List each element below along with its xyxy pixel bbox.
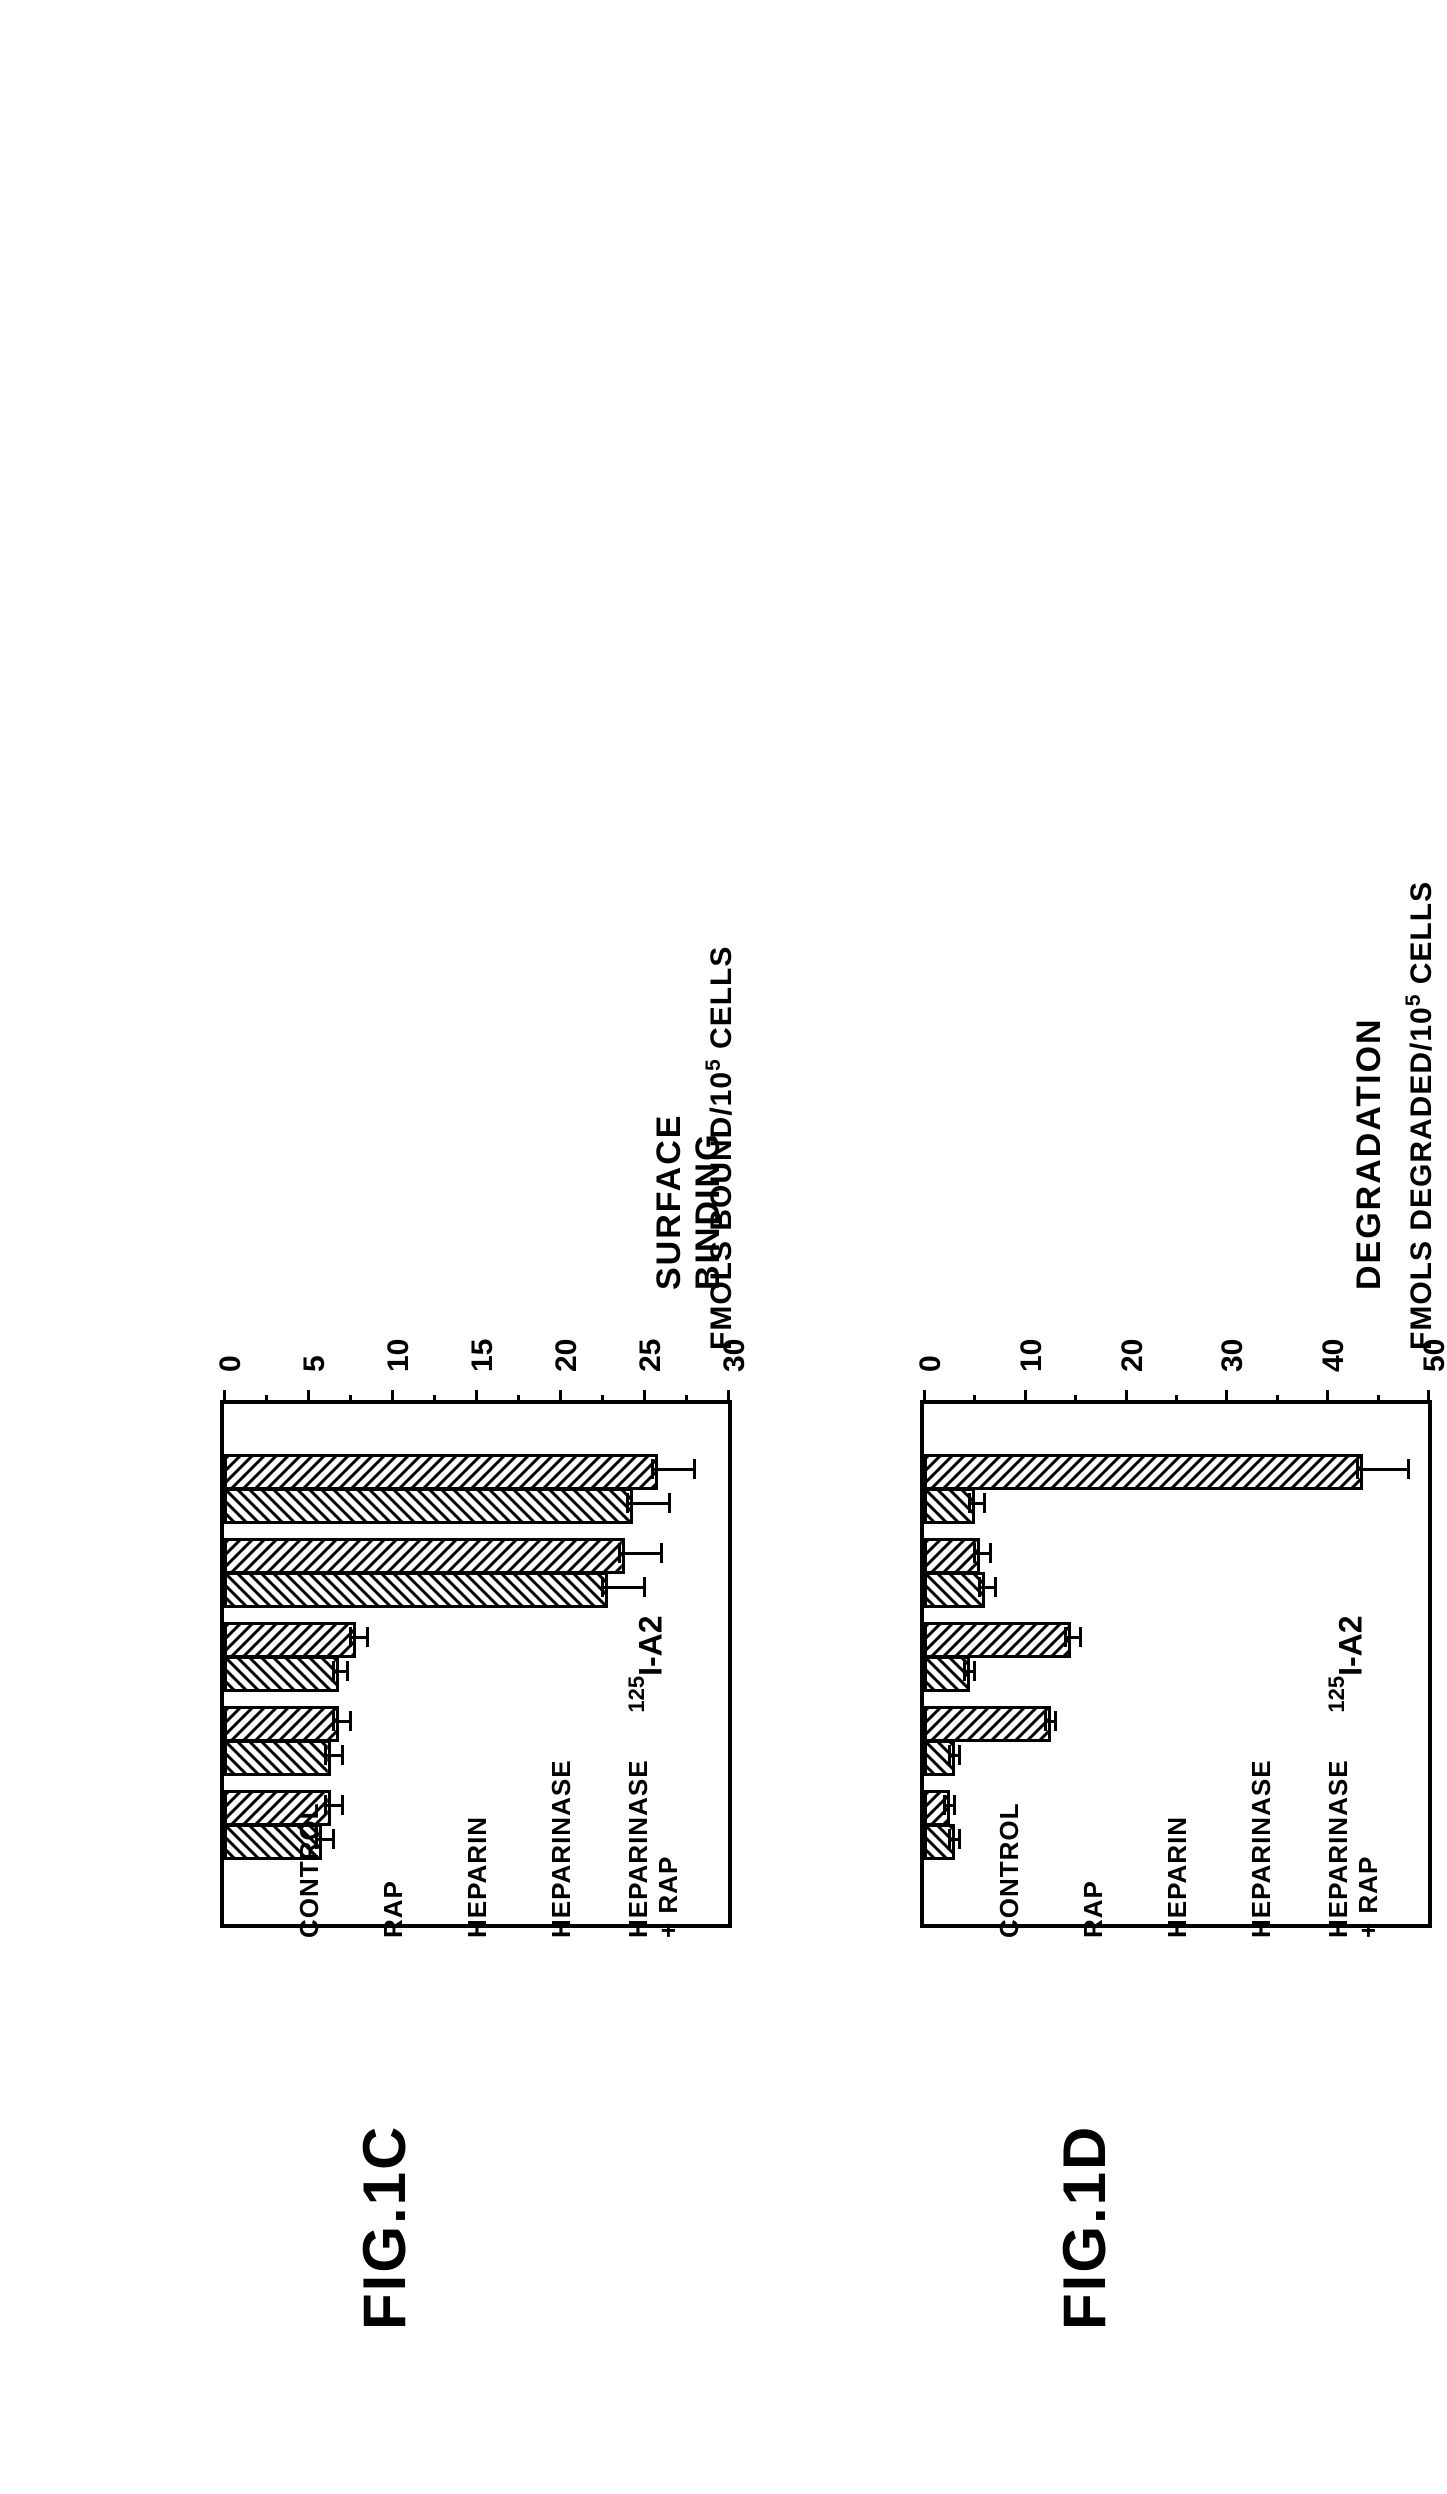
axis-tick-label: 0: [214, 1355, 248, 1372]
bar-series-2: [224, 1572, 608, 1608]
axis-tick-minor: [973, 1395, 976, 1402]
axis-tick-label: 30: [718, 1339, 752, 1372]
category-label: RAP: [1078, 1880, 1109, 1938]
axis-tick-label: 10: [1015, 1339, 1049, 1372]
panel-d-title: DEGRADATION: [1350, 1017, 1389, 1290]
bar-series-2: [224, 1488, 633, 1524]
category-label: CONTROL: [994, 1802, 1025, 1938]
axis-tick: [1125, 1390, 1128, 1402]
page: SURFACE BINDING FMOLS BOUND/105 CELLS 12…: [20, 20, 1447, 2474]
axis-tick-label: 40: [1317, 1339, 1351, 1372]
axis-tick-minor: [349, 1395, 352, 1402]
category-label: HEPARIN: [1162, 1816, 1193, 1938]
category-label: + RAP: [653, 1856, 684, 1938]
axis-tick-label: 5: [298, 1355, 332, 1372]
axis-tick-minor: [265, 1395, 268, 1402]
axis-tick: [1326, 1390, 1329, 1402]
bar-fill: [227, 1457, 655, 1487]
category-label: HEPARIN: [462, 1816, 493, 1938]
axis-tick-label: 20: [550, 1339, 584, 1372]
category-label: + RAP: [1353, 1856, 1384, 1938]
axis-tick-minor: [685, 1395, 688, 1402]
panel-d-fig-label: FIG.1D: [1050, 2125, 1119, 2330]
axis-tick-minor: [1276, 1395, 1279, 1402]
axis-tick-label: 30: [1216, 1339, 1250, 1372]
axis-tick: [475, 1390, 478, 1402]
bar-fill: [927, 1457, 1360, 1487]
bar-series-1: [924, 1790, 950, 1826]
category-label: RAP: [378, 1880, 409, 1938]
axis-tick: [307, 1390, 310, 1402]
bar-series-2: [224, 1656, 339, 1692]
bar-series-2: [224, 1740, 331, 1776]
bar-series-1: [924, 1538, 980, 1574]
bar-fill: [927, 1625, 1068, 1655]
panel-d-legend: 125I-A2: [1330, 1615, 1370, 1712]
bar-fill: [227, 1491, 630, 1521]
panel-c-yaxis-sup: 5: [702, 1058, 725, 1071]
category-label: HEPARINASE: [1323, 1759, 1354, 1938]
axis-tick: [1427, 1390, 1430, 1402]
axis-tick-minor: [433, 1395, 436, 1402]
bar-fill: [927, 1575, 982, 1605]
axis-tick-label: 10: [382, 1339, 416, 1372]
axis-tick-minor: [601, 1395, 604, 1402]
axis-tick: [643, 1390, 646, 1402]
bar-series-1: [224, 1538, 625, 1574]
category-label: HEPARINASE: [1246, 1759, 1277, 1938]
axis-tick-label: 0: [914, 1355, 948, 1372]
bar-fill: [227, 1541, 622, 1571]
axis-tick-minor: [1175, 1395, 1178, 1402]
bar-fill: [927, 1541, 977, 1571]
bar-series-1: [924, 1454, 1363, 1490]
axis-tick-label: 50: [1418, 1339, 1447, 1372]
axis-tick: [727, 1390, 730, 1402]
axis-tick: [223, 1390, 226, 1402]
axis-tick: [923, 1390, 926, 1402]
category-label: CONTROL: [294, 1802, 325, 1938]
panel-d-yaxis-sup: 5: [1402, 994, 1425, 1007]
axis-tick-label: 15: [466, 1339, 500, 1372]
panel-c-legend: 125I-A2: [630, 1615, 670, 1712]
bar-fill: [227, 1743, 328, 1773]
bar-fill: [927, 1491, 972, 1521]
bar-series-1: [224, 1706, 339, 1742]
bar-fill: [227, 1709, 336, 1739]
panel-c-yaxis-label: FMOLS BOUND/105 CELLS: [702, 946, 739, 1350]
axis-tick-label: 20: [1116, 1339, 1150, 1372]
bar-series-1: [924, 1622, 1071, 1658]
axis-tick: [1024, 1390, 1027, 1402]
bar-fill: [927, 1709, 1048, 1739]
axis-tick-label: 25: [634, 1339, 668, 1372]
category-label: HEPARINASE: [546, 1759, 577, 1938]
axis-tick-minor: [1377, 1395, 1380, 1402]
axis-tick: [559, 1390, 562, 1402]
axis-tick: [391, 1390, 394, 1402]
bar-fill: [227, 1625, 353, 1655]
bar-fill: [227, 1575, 605, 1605]
bar-fill: [927, 1659, 967, 1689]
bar-series-1: [224, 1454, 658, 1490]
bar-series-1: [224, 1622, 356, 1658]
panel-d-yaxis-label: FMOLS DEGRADED/105 CELLS: [1402, 881, 1439, 1350]
bar-fill: [227, 1659, 336, 1689]
axis-tick-minor: [517, 1395, 520, 1402]
axis-tick-minor: [1074, 1395, 1077, 1402]
bar-series-2: [924, 1572, 985, 1608]
panel-c-fig-label: FIG.1C: [350, 2125, 419, 2330]
axis-tick: [1225, 1390, 1228, 1402]
bar-series-1: [924, 1706, 1051, 1742]
category-label: HEPARINASE: [623, 1759, 654, 1938]
